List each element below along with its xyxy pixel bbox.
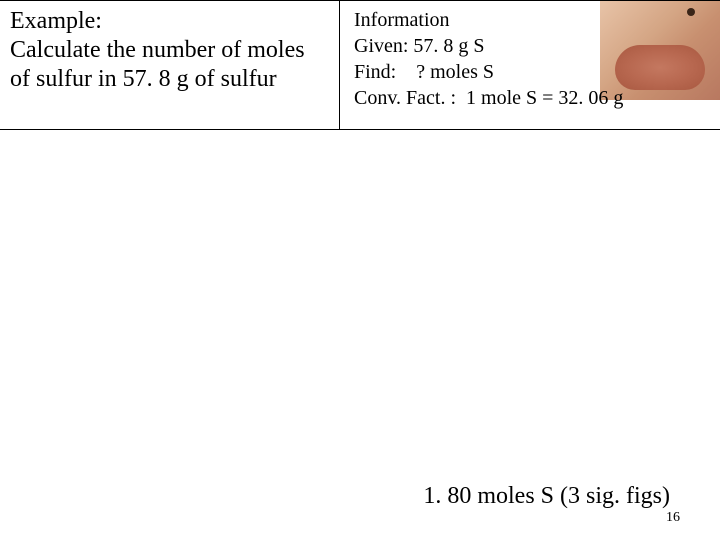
example-heading: Example: [10, 7, 329, 36]
info-find: Find: ? moles S [354, 59, 710, 85]
content-table: Example: Calculate the number of moles o… [0, 0, 720, 130]
page-number: 16 [666, 510, 680, 526]
info-conv: Conv. Fact. : 1 mole S = 32. 06 g [354, 85, 710, 111]
info-given: Given: 57. 8 g S [354, 33, 710, 59]
answer-text: 1. 80 moles S (3 sig. figs) [423, 483, 670, 510]
information-cell: Information Given: 57. 8 g S Find: ? mol… [340, 1, 720, 129]
info-title: Information [354, 7, 710, 33]
example-cell: Example: Calculate the number of moles o… [0, 1, 340, 129]
example-problem: Calculate the number of moles of sulfur … [10, 36, 329, 94]
